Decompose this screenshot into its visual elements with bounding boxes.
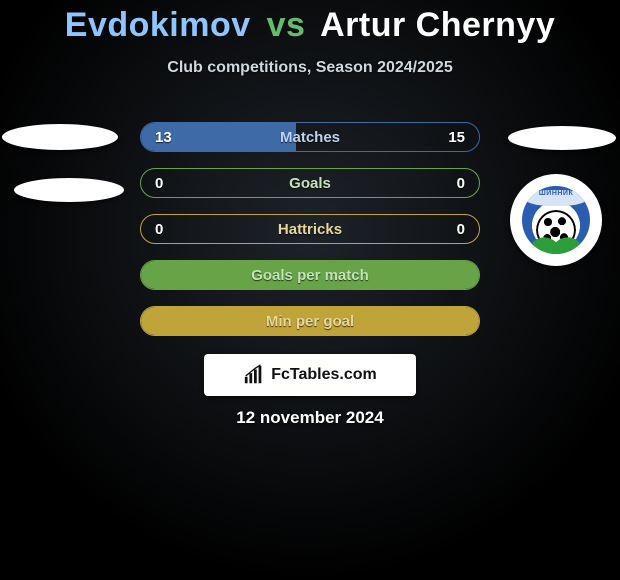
stat-right-value: 15 — [448, 129, 465, 146]
subtitle: Club competitions, Season 2024/2025 — [0, 59, 620, 77]
stat-right-value: 0 — [457, 175, 465, 192]
stat-right-value: 0 — [457, 221, 465, 238]
shinnik-badge-text: ШИННИК — [522, 190, 590, 197]
stat-row: 0Hattricks0 — [140, 214, 480, 244]
left-club-logo-2 — [14, 178, 124, 202]
stat-row: Goals per match — [140, 260, 480, 290]
bar-chart-icon — [243, 364, 265, 386]
watermark-text: FcTables.com — [271, 366, 377, 384]
stat-label: Goals — [141, 175, 479, 192]
stat-bar: 0Hattricks0 — [140, 214, 480, 244]
stat-label: Hattricks — [141, 221, 479, 238]
right-club-logo-2: ШИННИК — [510, 174, 602, 266]
stat-bar: Min per goal — [140, 306, 480, 336]
date-stamp: 12 november 2024 — [0, 408, 620, 428]
stat-label: Min per goal — [141, 313, 479, 330]
laurel-icon — [522, 236, 590, 254]
right-club-logo-1 — [508, 126, 616, 150]
vs-text: vs — [261, 6, 312, 44]
stat-bar: 13Matches15 — [140, 122, 480, 152]
stat-row: 13Matches15 — [140, 122, 480, 152]
stat-row: Min per goal — [140, 306, 480, 336]
stat-label: Goals per match — [141, 267, 479, 284]
stats-bars: 13Matches150Goals00Hattricks0Goals per m… — [140, 122, 480, 352]
stat-label: Matches — [141, 129, 479, 146]
fctables-watermark: FcTables.com — [204, 354, 416, 396]
player1-name: Evdokimov — [65, 6, 251, 44]
left-club-logo-1 — [2, 124, 118, 150]
stat-bar: Goals per match — [140, 260, 480, 290]
comparison-title: Evdokimov vs Artur Chernyy — [0, 0, 620, 45]
player2-name: Artur Chernyy — [320, 6, 555, 44]
stat-row: 0Goals0 — [140, 168, 480, 198]
shinnik-badge: ШИННИК — [522, 186, 590, 254]
stat-bar: 0Goals0 — [140, 168, 480, 198]
